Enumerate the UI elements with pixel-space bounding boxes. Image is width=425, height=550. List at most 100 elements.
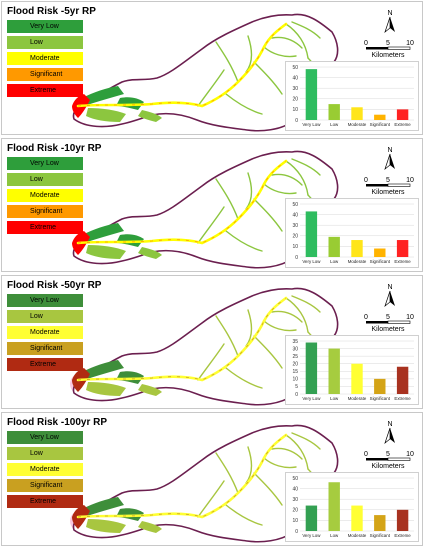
legend-swatch <box>7 294 83 307</box>
legend-swatch <box>7 52 83 65</box>
north-arrow-right <box>390 17 395 32</box>
legend-label: Very Low <box>30 297 59 304</box>
tributary-river <box>225 367 263 389</box>
bar <box>374 378 386 394</box>
tributary-river <box>285 23 309 59</box>
tributary-river <box>291 158 321 176</box>
legend-label: Extreme <box>30 224 57 231</box>
north-arrow-left <box>384 427 391 445</box>
scale-tick-label: 0 <box>364 314 368 321</box>
bar <box>328 104 340 120</box>
scale-unit: Kilometers <box>371 189 405 196</box>
legend-swatch <box>7 342 83 355</box>
map-panel-3: Flood Risk -50yr RP Very Low Low Moderate Si… <box>1 275 423 409</box>
legend-label: Significant <box>30 482 63 489</box>
tributary-river <box>215 452 239 494</box>
north-arrow-right <box>390 428 395 443</box>
y-tick-label: 50 <box>292 476 298 482</box>
floodplain-zone <box>138 247 162 259</box>
y-tick-label: 0 <box>295 529 298 535</box>
tributary-river <box>197 343 225 381</box>
scale-segment <box>366 321 388 324</box>
legend-label: Moderate <box>30 466 60 473</box>
risk-bar-chart: 0 10 20 30 40 50 Very Low Low Moderate Significan… <box>285 198 419 268</box>
scale-tick-label: 5 <box>386 451 390 458</box>
x-tick-label: Low <box>330 396 339 401</box>
tributary-river <box>263 457 297 469</box>
legend-label: Very Low <box>30 23 59 30</box>
tributary-river <box>263 183 297 195</box>
floodplain-zone <box>86 245 126 259</box>
legend-label: Low <box>30 39 43 46</box>
tributary-river <box>253 472 283 506</box>
map-panel-1: Flood Risk -5yr RP Very Low Low Moderate Sig… <box>1 1 423 135</box>
y-tick-label: 0 <box>295 118 298 124</box>
main-river <box>76 433 288 519</box>
legend-swatch <box>7 358 83 371</box>
tributary-river <box>271 36 303 49</box>
y-tick-label: 30 <box>292 497 298 503</box>
x-tick-label: Extreme <box>394 122 411 127</box>
legend-swatch <box>7 431 83 444</box>
north-arrow-left <box>384 16 391 34</box>
legend-label: Significant <box>30 71 63 78</box>
bar <box>328 348 340 394</box>
tributary-river <box>197 206 225 244</box>
legend-label: Significant <box>30 208 63 215</box>
scale-unit: Kilometers <box>371 52 405 59</box>
scale-tick-label: 0 <box>364 177 368 184</box>
legend-label: Extreme <box>30 498 57 505</box>
legend-swatch <box>7 36 83 49</box>
bar <box>396 509 409 531</box>
bar-chart-svg: 0 10 20 30 40 50 Very Low Low Moderate Significan… <box>292 202 414 264</box>
north-arrow-icon: N <box>384 284 395 308</box>
bar <box>374 114 386 120</box>
x-tick-label: Very Low <box>302 259 321 264</box>
scale-segment <box>387 457 411 461</box>
legend-label: Low <box>30 176 43 183</box>
x-tick-label: Significant <box>370 533 391 538</box>
y-tick-label: 30 <box>292 346 298 352</box>
north-arrow-left <box>384 290 391 308</box>
risk-bar-chart: 0 10 20 30 40 50 Very Low Low Moderate Significan… <box>285 472 419 542</box>
y-tick-label: 5 <box>295 384 298 390</box>
tributary-river <box>291 432 321 450</box>
scale-segment <box>387 320 411 324</box>
y-tick-label: 20 <box>292 508 298 514</box>
tributary-river <box>245 446 253 484</box>
tributary-river <box>253 198 283 232</box>
x-tick-label: Low <box>330 533 339 538</box>
tributary-river <box>197 480 225 518</box>
legend-swatch <box>7 173 83 186</box>
legend-label: Moderate <box>30 329 60 336</box>
legend-label: Very Low <box>30 160 59 167</box>
legend-swatch <box>7 205 83 218</box>
y-tick-label: 15 <box>292 369 298 375</box>
floodplain-zone <box>86 519 126 533</box>
x-tick-label: Very Low <box>302 122 321 127</box>
legend-swatch <box>7 189 83 202</box>
x-tick-label: Extreme <box>394 396 411 401</box>
scale-tick-label: 5 <box>386 40 390 47</box>
main-river <box>76 22 288 108</box>
x-tick-label: Very Low <box>302 396 321 401</box>
main-river <box>76 159 288 245</box>
floodplain-zone <box>138 384 162 396</box>
map-panel-4: Flood Risk -100yr RP Very Low Low Moderate S… <box>1 412 423 546</box>
tributary-river <box>271 447 303 460</box>
tributary-river <box>225 230 263 252</box>
bar <box>351 240 363 257</box>
bar <box>328 236 340 257</box>
bar <box>351 505 363 531</box>
tributary-river <box>271 310 303 323</box>
y-tick-label: 10 <box>292 244 298 250</box>
scale-segment <box>387 46 411 50</box>
x-tick-label: Moderate <box>348 533 367 538</box>
tributary-river <box>291 21 321 39</box>
y-tick-label: 50 <box>292 65 298 71</box>
legend-swatch <box>7 84 83 97</box>
scale-segment <box>366 184 388 187</box>
legend-swatch <box>7 326 83 339</box>
y-tick-label: 20 <box>292 362 298 368</box>
y-tick-label: 20 <box>292 234 298 240</box>
